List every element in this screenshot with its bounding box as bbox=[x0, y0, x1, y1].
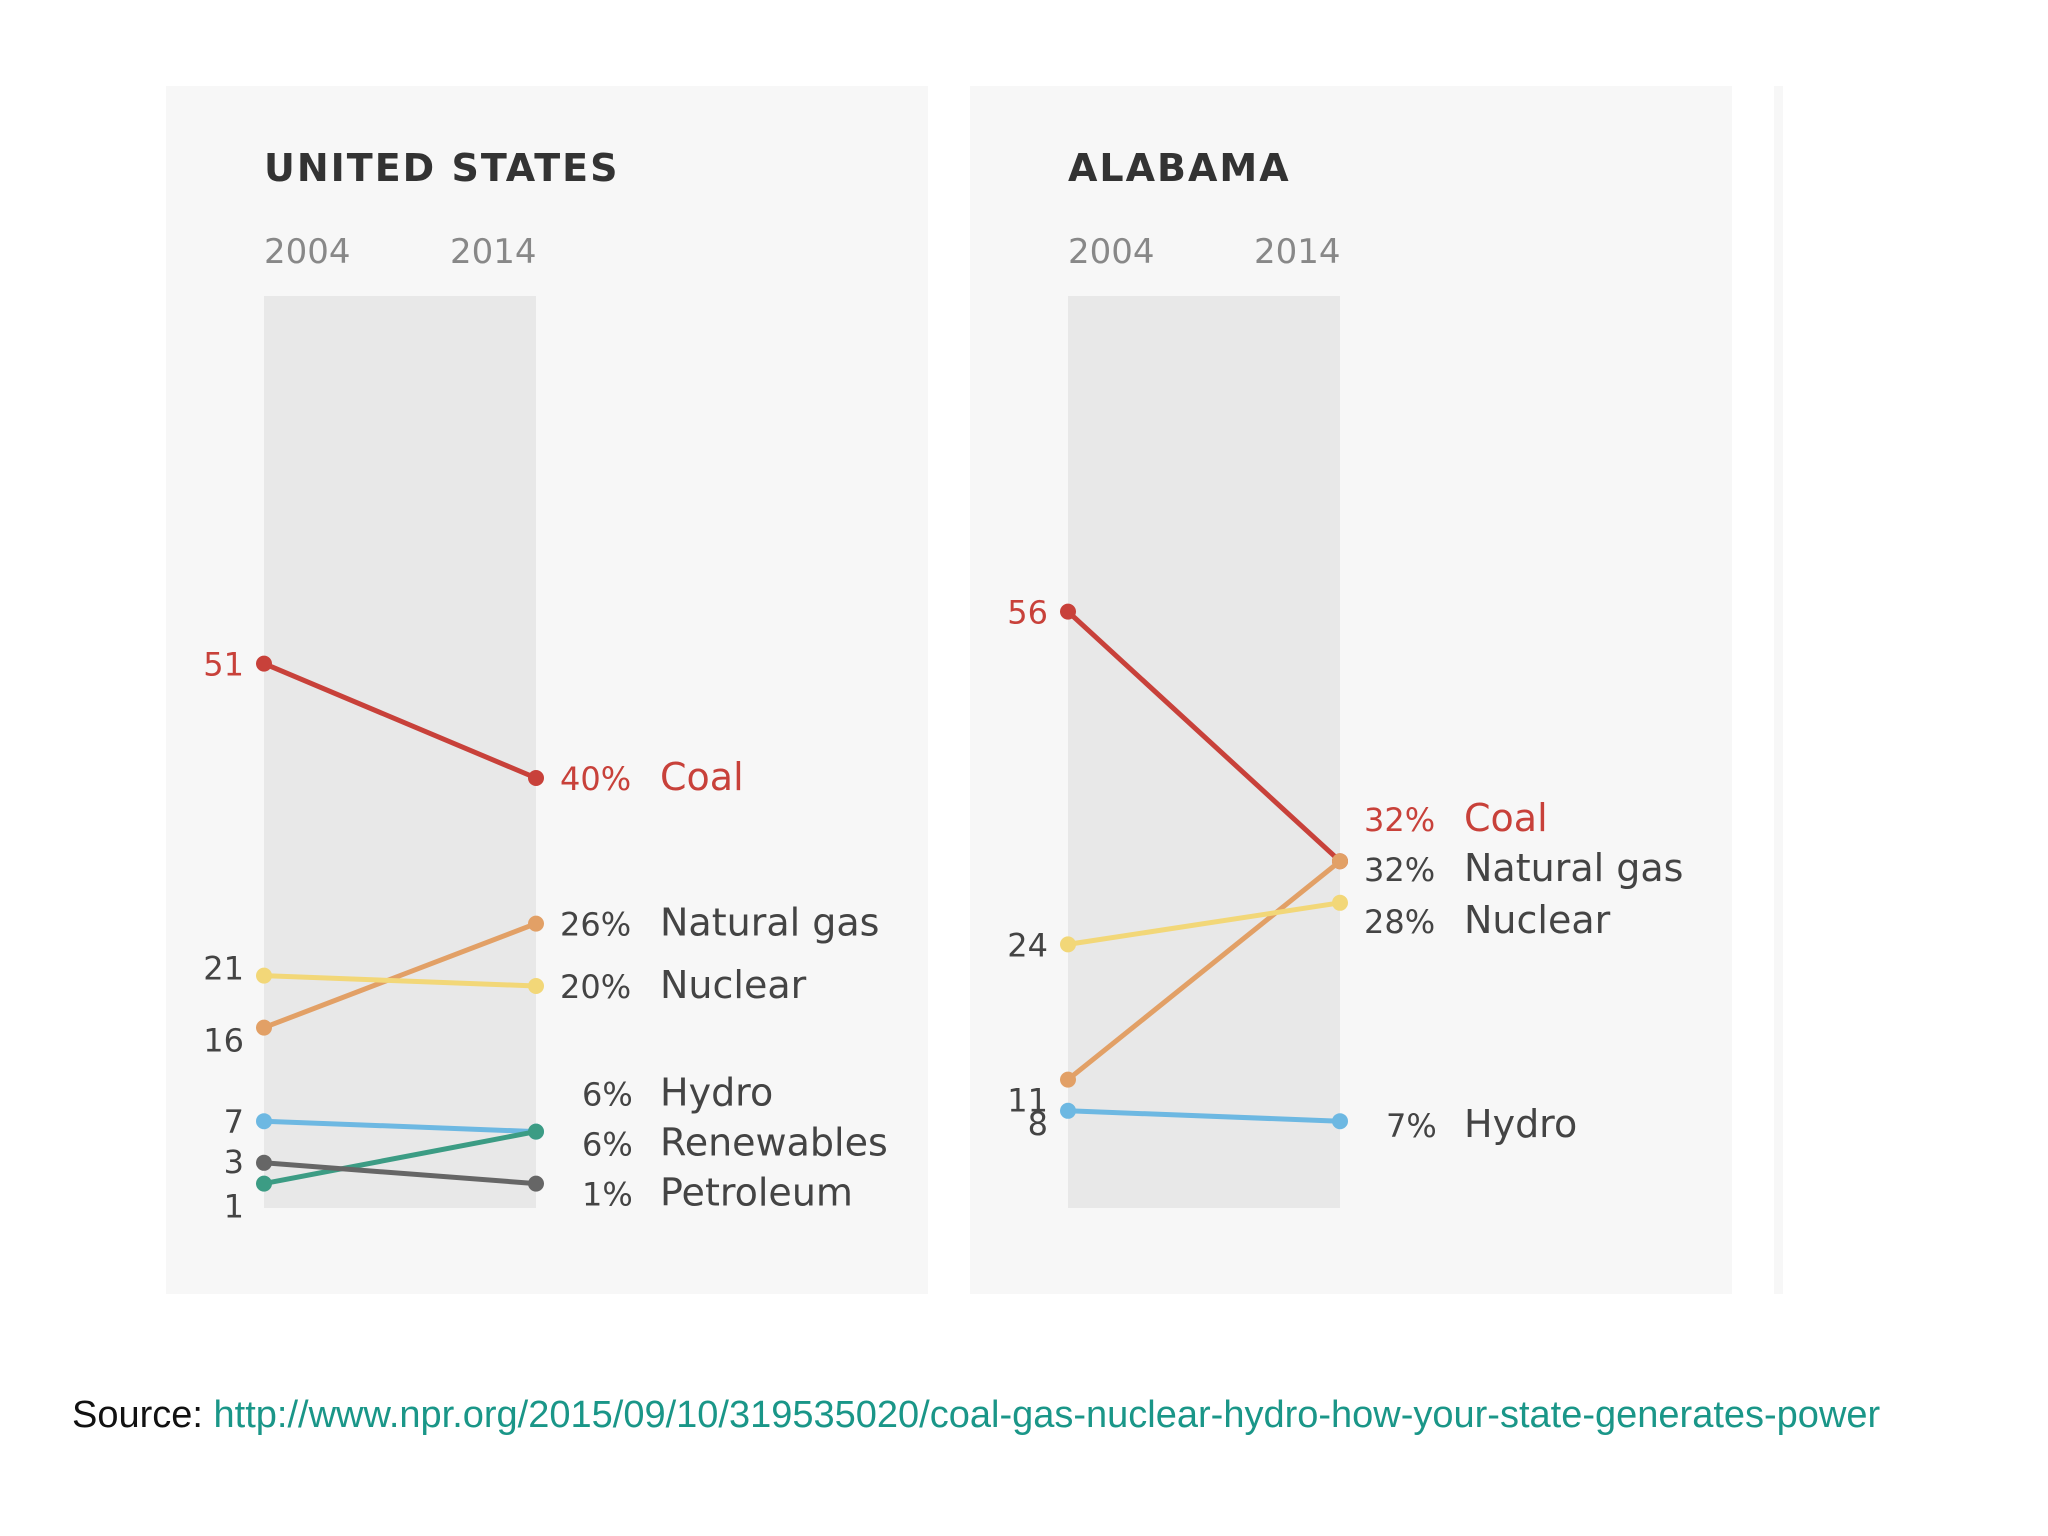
start-value-label: 56 bbox=[1007, 594, 1048, 632]
series-name-label-coal: Coal bbox=[660, 755, 744, 799]
point-start-natural-gas bbox=[1060, 1072, 1076, 1088]
end-value-label: 32% bbox=[1364, 801, 1435, 839]
series-name-label-petroleum: Petroleum bbox=[660, 1171, 853, 1215]
end-value-label: 6% bbox=[582, 1076, 633, 1114]
end-value-label: 26% bbox=[560, 906, 631, 944]
point-start-nuclear bbox=[256, 968, 272, 984]
point-start-nuclear bbox=[1060, 936, 1076, 952]
point-end-petroleum bbox=[528, 1176, 544, 1192]
end-value-label: 32% bbox=[1364, 851, 1435, 889]
series-name-label-nuclear: Nuclear bbox=[660, 963, 807, 1007]
series-name-label-hydro: Hydro bbox=[1464, 1102, 1577, 1146]
point-start-coal bbox=[256, 656, 272, 672]
end-value-label: 1% bbox=[582, 1176, 633, 1214]
point-end-nuclear bbox=[1332, 895, 1348, 911]
chart-panel-united-states: UNITED STATES 2004 2014 51 40% Coal 16 26% Na… bbox=[166, 86, 928, 1294]
point-start-petroleum bbox=[256, 1155, 272, 1171]
source-link[interactable]: http://www.npr.org/2015/09/10/319535020/… bbox=[214, 1394, 1881, 1436]
start-value-label: 3 bbox=[224, 1143, 244, 1181]
point-end-natural-gas bbox=[1332, 853, 1348, 869]
point-start-natural-gas bbox=[256, 1020, 272, 1036]
series-name-label-renewables: Renewables bbox=[660, 1121, 888, 1165]
column-band bbox=[264, 296, 536, 1208]
start-value-label: 16 bbox=[203, 1022, 244, 1060]
end-value-label: 28% bbox=[1364, 903, 1435, 941]
end-value-label: 20% bbox=[560, 968, 631, 1006]
column-band bbox=[1068, 296, 1340, 1208]
series-name-label-natural-gas: Natural gas bbox=[1464, 846, 1683, 890]
start-value-label: 24 bbox=[1007, 926, 1048, 964]
start-value-label: 7 bbox=[224, 1103, 244, 1141]
end-value-label: 40% bbox=[560, 760, 631, 798]
point-end-nuclear bbox=[528, 978, 544, 994]
end-value-label: 6% bbox=[582, 1126, 633, 1164]
start-value-label: 1 bbox=[224, 1188, 244, 1226]
chart-panel-alabama: ALABAMA 2004 2014 56 32% Coal 11 32% Natural … bbox=[970, 86, 1732, 1294]
series-name-label-hydro: Hydro bbox=[660, 1071, 773, 1115]
point-start-hydro bbox=[1060, 1103, 1076, 1119]
point-end-hydro bbox=[1332, 1113, 1348, 1129]
series-name-label-natural-gas: Natural gas bbox=[660, 901, 879, 945]
start-value-label: 21 bbox=[203, 950, 244, 988]
point-start-hydro bbox=[256, 1113, 272, 1129]
point-end-natural-gas bbox=[528, 916, 544, 932]
source-label: Source: bbox=[72, 1394, 203, 1436]
series-name-label-nuclear: Nuclear bbox=[1464, 898, 1611, 942]
point-end-renewables bbox=[528, 1124, 544, 1140]
end-value-label: 7% bbox=[1386, 1107, 1437, 1145]
point-end-coal bbox=[528, 770, 544, 786]
next-panel-edge bbox=[1774, 86, 1783, 1294]
start-value-label: 8 bbox=[1028, 1105, 1048, 1143]
point-start-coal bbox=[1060, 604, 1076, 620]
start-value-label: 51 bbox=[203, 646, 244, 684]
series-name-label-coal: Coal bbox=[1464, 796, 1548, 840]
source-note: Source: http://www.npr.org/2015/09/10/31… bbox=[72, 1394, 1880, 1437]
slope-chart-united-states: 51 40% Coal 16 26% Natural gas 21 20% Nuclear 7 6%… bbox=[166, 86, 928, 1294]
point-start-renewables bbox=[256, 1176, 272, 1192]
